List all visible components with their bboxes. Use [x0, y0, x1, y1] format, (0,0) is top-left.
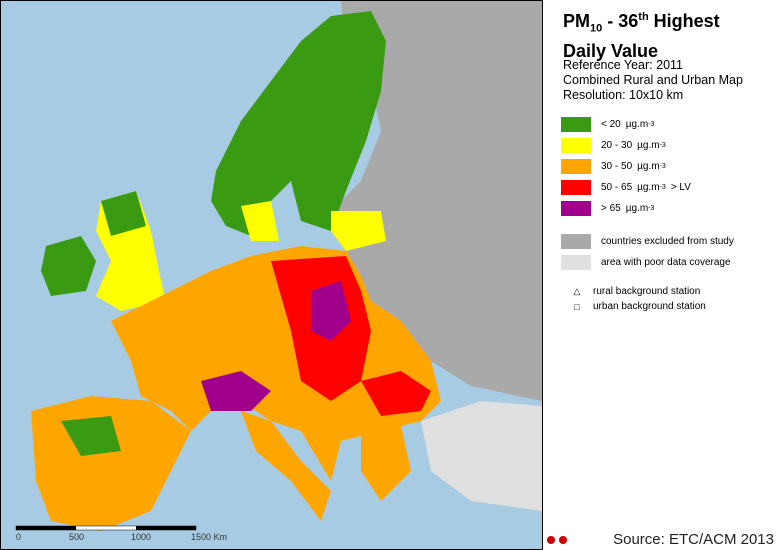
poland-peak [311, 281, 351, 341]
title-text: Highest [648, 11, 720, 31]
legend-range: 50 - 65 [601, 182, 633, 193]
legend-exponent: -3 [648, 121, 655, 128]
turkey [421, 401, 542, 511]
source: Source: ETC/ACM 2013 [613, 531, 774, 548]
legend-swatch [561, 138, 591, 153]
excluded-east [331, 1, 542, 401]
legend-exponent: -3 [659, 142, 666, 149]
legend-title: PM10 - 36th Highest Daily Value [563, 6, 720, 62]
scandinavia [211, 11, 386, 236]
legend-unit: µg.m [637, 182, 660, 193]
south-scandinavia [241, 201, 279, 241]
scale-label: 0 [16, 532, 21, 542]
legend-range: 20 - 30 [601, 140, 633, 151]
scotland [101, 191, 146, 236]
legend-exponent: -3 [659, 163, 666, 170]
legend-item: area with poor data coverage [561, 255, 731, 270]
balkan-high [361, 371, 431, 416]
title-text: PM [563, 11, 590, 31]
legend-item: countries excluded from study [561, 234, 734, 249]
legend-swatch [561, 201, 591, 216]
legend-exponent: -3 [648, 205, 655, 212]
legend-unit: µg.m [637, 140, 660, 151]
detail-line: Reference Year: 2011 [563, 58, 684, 72]
legend-item: < 20 µg.m -3 [561, 117, 654, 132]
station-symbol: □ [574, 301, 580, 312]
title-superscript: th [638, 11, 649, 23]
details: Reference Year: 2011 Combined Rural and U… [563, 58, 743, 103]
legend-range: < 20 [601, 119, 621, 130]
legend-panel: PM10 - 36th Highest Daily Value Referenc… [542, 0, 779, 550]
legend-unit: µg.m [637, 161, 660, 172]
legend-label: urban background station [593, 301, 706, 312]
legend-swatch [561, 159, 591, 174]
legend-item: △ rural background station [561, 286, 701, 297]
legend-swatch [561, 180, 591, 195]
legend-label: rural background station [593, 286, 701, 297]
legend-item: 20 - 30 µg.m -3 [561, 138, 666, 153]
station-symbol: △ [573, 286, 581, 296]
logo [547, 536, 567, 544]
legend-unit: µg.m [625, 203, 649, 214]
legend-label: area with poor data coverage [601, 257, 731, 268]
legend-item: □ urban background station [561, 301, 706, 312]
scale-label: 1500 Km [191, 532, 227, 542]
legend-swatch [561, 117, 591, 132]
legend-swatch [561, 234, 591, 249]
legend-label: countries excluded from study [601, 236, 734, 247]
legend-range: 30 - 50 [601, 161, 633, 172]
title-text: Daily Value [563, 40, 659, 61]
po-valley [201, 371, 271, 411]
greece [361, 426, 411, 501]
scale-label: 1000 [131, 532, 151, 542]
scale-bar: 0 500 1000 1500 Km [15, 525, 227, 542]
legend-item: 50 - 65 µg.m -3 > LV [561, 180, 691, 195]
legend-item: > 65 µg.m -3 [561, 201, 654, 216]
legend-exponent: -3 [659, 184, 666, 191]
detail-line: Combined Rural and Urban Map [563, 73, 743, 87]
legend-note: > LV [670, 182, 691, 193]
legend-swatch [561, 255, 591, 270]
ireland [41, 236, 96, 296]
detail-line: Resolution: 10x10 km [563, 88, 684, 102]
title-subscript: 10 [590, 22, 603, 35]
title-text: - 36 [602, 11, 639, 31]
map: 0 500 1000 1500 Km [1, 1, 542, 549]
baltics [331, 211, 386, 251]
scale-label: 500 [69, 532, 84, 542]
legend-unit: µg.m [625, 119, 649, 130]
legend-range: > 65 [601, 203, 621, 214]
legend-item: 30 - 50 µg.m -3 [561, 159, 666, 174]
iberia-low [61, 416, 121, 456]
italy [241, 411, 331, 521]
